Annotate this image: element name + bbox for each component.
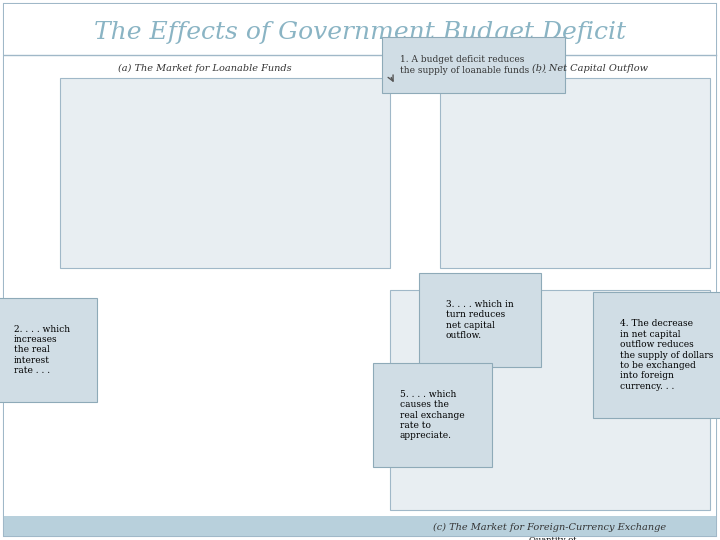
Text: E₂: E₂ <box>392 382 403 392</box>
Text: (b) Net Capital Outflow: (b) Net Capital Outflow <box>532 63 648 72</box>
Text: Quantity of: Quantity of <box>218 298 265 306</box>
Text: Interest: Interest <box>40 113 73 121</box>
Text: S₁: S₁ <box>575 282 586 291</box>
Text: r₁: r₁ <box>444 200 454 209</box>
Text: E₁: E₁ <box>392 427 403 436</box>
Text: Quantity of: Quantity of <box>528 536 576 540</box>
FancyBboxPatch shape <box>4 55 716 536</box>
FancyBboxPatch shape <box>4 4 716 55</box>
FancyBboxPatch shape <box>440 78 710 268</box>
Text: Demand: Demand <box>305 274 347 283</box>
Text: Interest: Interest <box>408 113 442 121</box>
Text: r₂: r₂ <box>444 162 454 171</box>
Text: S₂: S₂ <box>533 282 544 291</box>
Text: r₂: r₂ <box>81 162 91 171</box>
Text: B: B <box>209 154 216 164</box>
FancyBboxPatch shape <box>60 78 390 268</box>
FancyBboxPatch shape <box>390 290 710 510</box>
Text: (a) The Market for Loanable Funds: (a) The Market for Loanable Funds <box>118 63 292 72</box>
Text: Rate: Rate <box>360 339 379 347</box>
Text: Real: Real <box>415 96 435 104</box>
Text: The Effects of Government Budget Deficit: The Effects of Government Budget Deficit <box>94 21 626 44</box>
Text: Rate: Rate <box>47 130 66 138</box>
Text: NCO: NCO <box>656 248 680 256</box>
Text: 1. A budget deficit reduces
the supply of loanable funds . . .: 1. A budget deficit reduces the supply o… <box>400 55 546 75</box>
Text: Loanable Funds: Loanable Funds <box>208 315 275 323</box>
FancyBboxPatch shape <box>4 516 716 536</box>
Text: 2. . . . which
increases
the real
interest
rate . . .: 2. . . . which increases the real intere… <box>14 325 70 375</box>
Text: Real: Real <box>360 298 379 306</box>
Text: A: A <box>276 199 283 208</box>
FancyBboxPatch shape <box>4 4 716 536</box>
Text: Demand: Demand <box>603 495 645 504</box>
Text: 4. The decrease
in net capital
outflow reduces
the supply of dollars
to be excha: 4. The decrease in net capital outflow r… <box>620 319 714 391</box>
Text: Exchange: Exchange <box>349 318 390 326</box>
Text: S₂: S₂ <box>297 98 308 106</box>
Text: Rate: Rate <box>415 130 435 138</box>
Text: 5. . . . which
causes the
real exchange
rate to
appreciate.: 5. . . . which causes the real exchange … <box>400 390 464 440</box>
Text: (c) The Market for Foreign-Currency Exchange: (c) The Market for Foreign-Currency Exch… <box>433 522 667 531</box>
Text: Net Capital: Net Capital <box>555 298 604 306</box>
Text: S₁: S₁ <box>346 137 356 146</box>
Text: r₁: r₁ <box>81 200 91 209</box>
Text: 3. . . . which in
turn reduces
net capital
outflow.: 3. . . . which in turn reduces net capit… <box>446 300 514 340</box>
Text: Outflow: Outflow <box>563 315 596 323</box>
Text: Real: Real <box>48 96 66 104</box>
